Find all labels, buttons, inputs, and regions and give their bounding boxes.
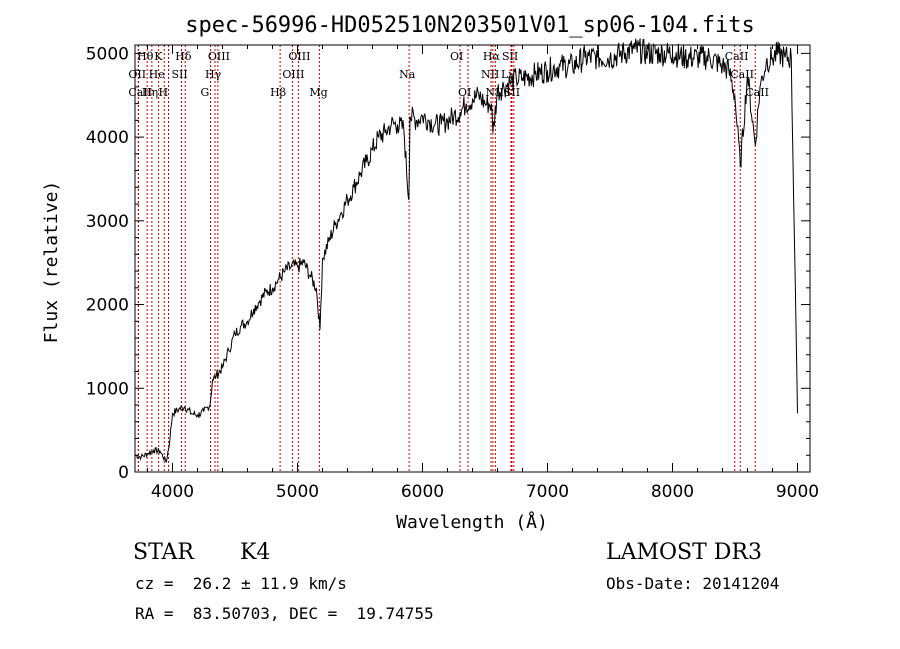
spectral-subclass: K4 bbox=[240, 540, 271, 565]
x-axis-label: Wavelength (Å) bbox=[396, 511, 548, 533]
y-tick-label-1: 1000 bbox=[86, 379, 129, 399]
x-tick-label-2: 6000 bbox=[401, 482, 444, 502]
line-label-0: Hθ bbox=[137, 50, 154, 63]
plot-frame bbox=[134, 44, 811, 473]
y-tick-label-0: 0 bbox=[118, 463, 129, 483]
line-label-2: Hη bbox=[142, 86, 158, 99]
x-axis: 4000 5000 6000 7000 8000 9000 bbox=[147, 45, 819, 502]
line-label-20: SII bbox=[502, 50, 518, 63]
line-label-14: OIII bbox=[282, 68, 304, 81]
line-label-26: CaII bbox=[730, 68, 754, 81]
line-label-25: CaII bbox=[725, 50, 749, 63]
y-tick-label-2: 2000 bbox=[86, 296, 129, 316]
survey-name: LAMOST DR3 bbox=[606, 540, 762, 565]
redshift-text: cz = 26.2 ± 11.9 km/s bbox=[135, 574, 347, 593]
line-label-3: CaII bbox=[128, 86, 152, 99]
y-axis: 0 1000 2000 3000 4000 5000 bbox=[86, 44, 810, 483]
spectrum-line bbox=[134, 38, 798, 464]
line-label-11: G bbox=[201, 86, 210, 99]
y-tick-label-5: 5000 bbox=[86, 44, 129, 64]
x-tick-label-0: 4000 bbox=[151, 482, 194, 502]
line-label-13: OIII bbox=[288, 50, 310, 63]
emission-line-markers bbox=[137, 45, 756, 472]
coordinates-text: RA = 83.50703, DEC = 19.74755 bbox=[135, 604, 434, 623]
line-label-8: SII bbox=[172, 68, 188, 81]
line-label-18: OI bbox=[458, 86, 471, 99]
line-label-5: K bbox=[154, 50, 163, 63]
line-label-15: Mg bbox=[309, 86, 327, 99]
x-tick-label-5: 9000 bbox=[776, 482, 819, 502]
line-label-4: He bbox=[149, 68, 165, 81]
line-label-10: Hγ bbox=[205, 68, 222, 81]
line-label-17: OI bbox=[450, 50, 463, 63]
line-label-27: CaII bbox=[745, 86, 769, 99]
x-tick-label-1: 5000 bbox=[276, 482, 319, 502]
x-tick-label-4: 8000 bbox=[651, 482, 694, 502]
x-tick-label-3: 7000 bbox=[526, 482, 569, 502]
y-tick-label-4: 4000 bbox=[86, 128, 129, 148]
line-label-12: Hβ bbox=[270, 86, 286, 99]
y-tick-label-3: 3000 bbox=[86, 212, 129, 232]
object-type: STAR bbox=[133, 540, 194, 565]
line-label-9: OIII bbox=[208, 50, 230, 63]
line-label-7: Hδ bbox=[175, 50, 192, 63]
line-label-19: Hα bbox=[483, 50, 501, 63]
line-label-22: Li bbox=[501, 68, 512, 81]
observation-date: Obs-Date: 20141204 bbox=[606, 574, 780, 593]
line-label-16: Na bbox=[399, 68, 416, 81]
y-axis-label: Flux (relative) bbox=[41, 181, 62, 344]
line-label-1: OII bbox=[128, 68, 146, 81]
chart-title: spec-56996-HD052510N203501V01_sp06-104.f… bbox=[185, 13, 755, 38]
line-label-6: H bbox=[159, 86, 169, 99]
line-label-21: NII bbox=[481, 68, 499, 81]
